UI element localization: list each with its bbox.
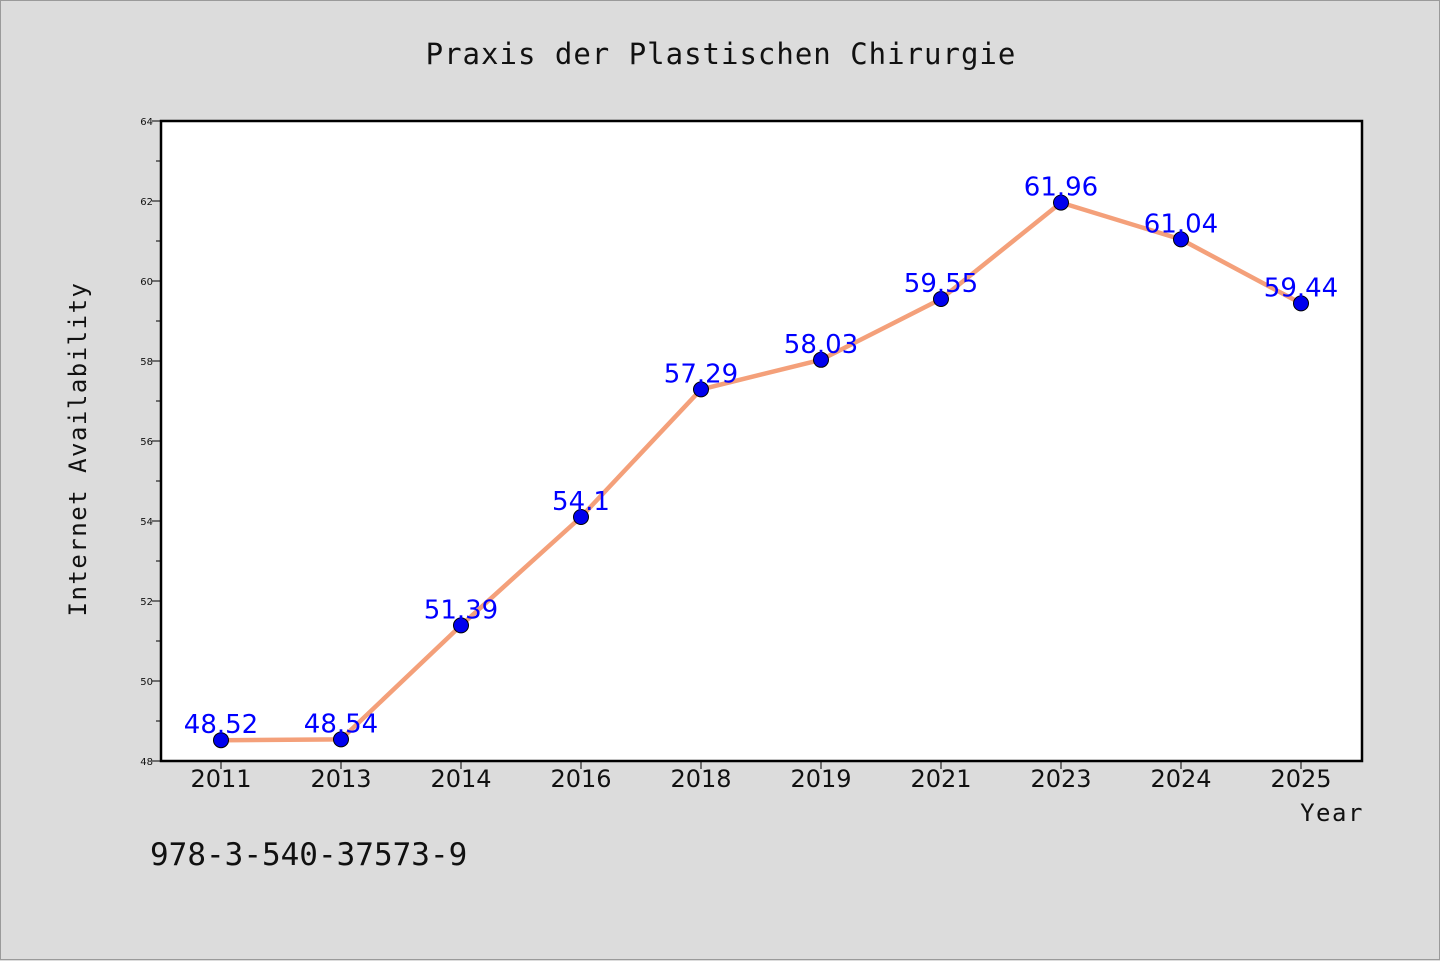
y-tick-label: 50 (140, 677, 153, 688)
data-label: 51.39 (424, 595, 498, 625)
x-tick-label: 2011 (190, 765, 251, 793)
plot-border (159, 119, 1364, 763)
data-point-marker (453, 617, 469, 634)
plot-area (161, 121, 1362, 761)
y-tick-label: 64 (140, 117, 153, 128)
x-tick-label: 2013 (310, 765, 371, 793)
data-point-marker (693, 381, 709, 398)
data-label: 57.29 (664, 359, 738, 389)
data-point-marker (813, 351, 829, 368)
data-point-marker (933, 291, 949, 307)
data-point-marker (333, 731, 349, 748)
data-point-marker (1053, 194, 1069, 211)
data-label: 48.52 (184, 710, 258, 740)
y-tick-label: 56 (140, 437, 153, 448)
y-tick-label: 48 (140, 757, 153, 768)
y-tick-label: 62 (140, 197, 153, 208)
x-tick-label: 2021 (910, 765, 971, 793)
chart-title: Praxis der Plastischen Chirurgie (426, 37, 1017, 71)
y-axis-label: Internet Availability (64, 282, 92, 617)
y-tick-label: 52 (140, 597, 153, 608)
series-line (218, 200, 1304, 743)
y-tick-label: 60 (140, 277, 153, 288)
data-point-marker (573, 509, 589, 525)
x-tick-label: 2024 (1150, 765, 1211, 793)
x-tick-label: 2019 (790, 765, 851, 793)
data-point-marker (1173, 231, 1189, 248)
data-label: 58.03 (784, 330, 858, 360)
data-label: 59.55 (904, 269, 978, 299)
data-label: 59.44 (1264, 273, 1338, 303)
series-layer: 48.52 48.54 51.39 54.1 57.29 58.03 59.55 61.96 6… (184, 173, 1338, 749)
x-tick-label: 2023 (1030, 765, 1091, 793)
x-tick-label: 2025 (1270, 765, 1331, 793)
x-tick-label: 2016 (550, 765, 611, 793)
y-tick-label: 58 (140, 357, 153, 368)
x-axis-ticks: 2011 2013 2014 2016 2018 2019 2021 2023 2024 2025 (190, 761, 1332, 793)
data-label: 54.1 (552, 487, 610, 517)
data-label: 61.96 (1024, 173, 1098, 203)
data-label: 61.04 (1144, 209, 1218, 239)
x-axis-label: Year (1300, 799, 1364, 827)
y-tick-label: 54 (140, 517, 153, 528)
data-point-marker (213, 732, 229, 749)
x-tick-label: 2014 (430, 765, 491, 793)
isbn-text: 978-3-540-37573-9 (150, 837, 467, 873)
data-point-marker (1293, 295, 1309, 312)
x-tick-label: 2018 (670, 765, 731, 793)
y-axis-ticks: 48 50 52 54 56 58 60 62 64 (140, 117, 161, 768)
data-label: 48.54 (304, 709, 378, 739)
